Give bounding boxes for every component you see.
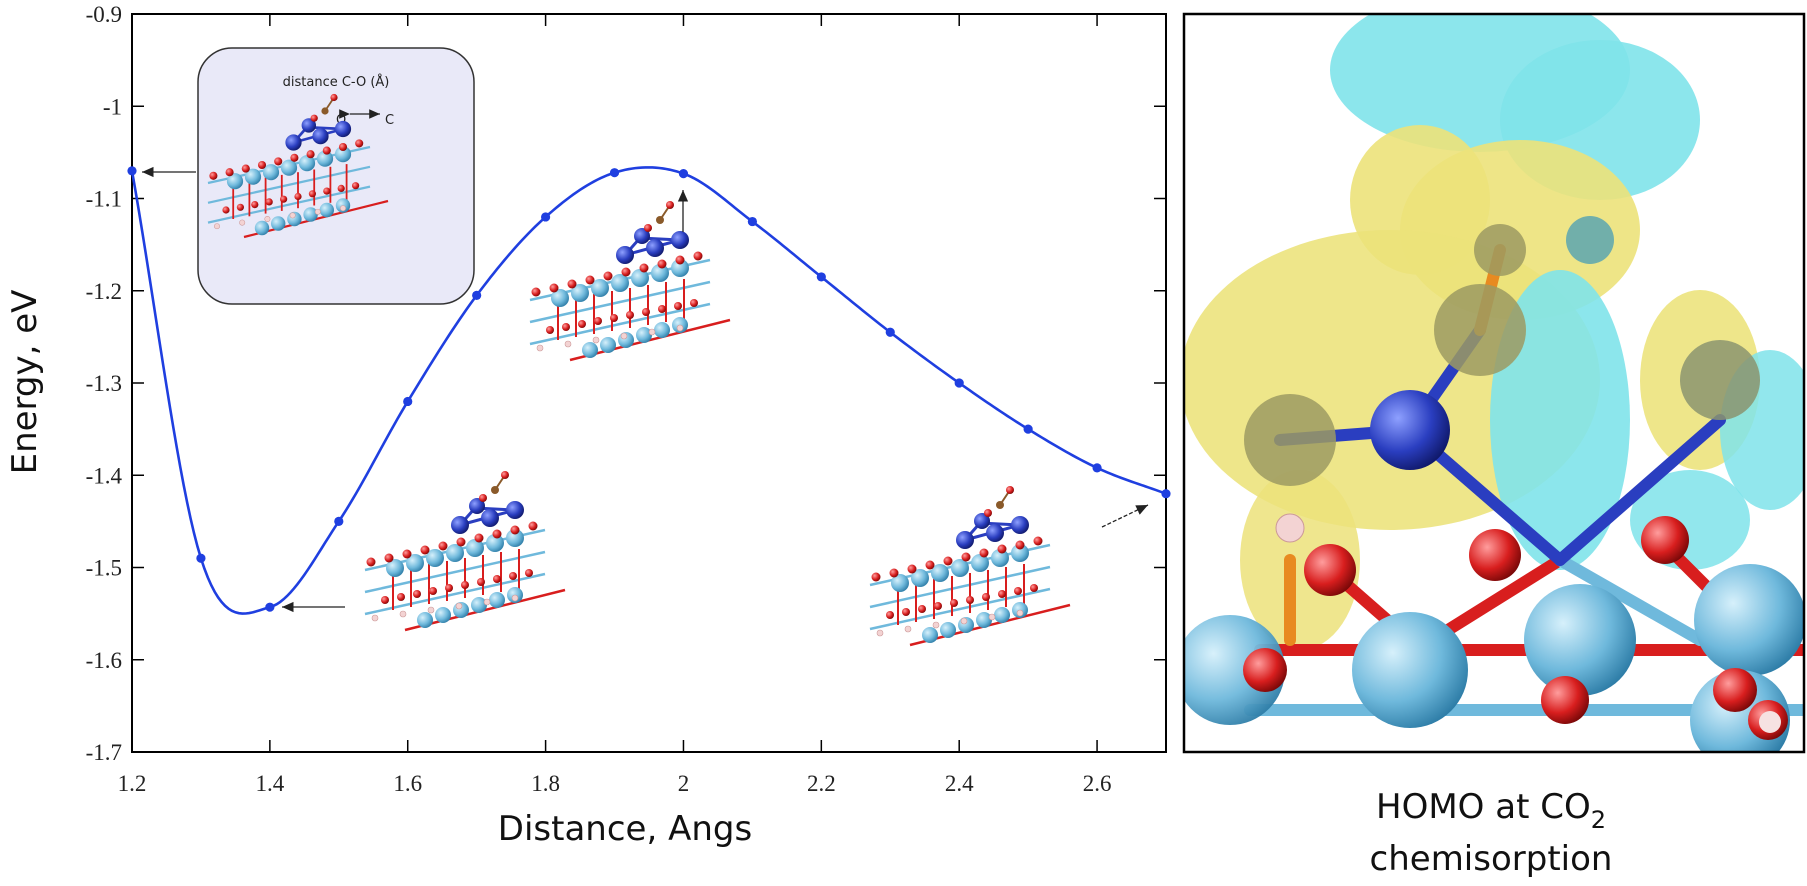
data-point <box>265 602 275 612</box>
y-tick-label: -1 <box>103 94 122 119</box>
data-point <box>1023 424 1033 434</box>
inset-label-c: C <box>385 113 394 128</box>
y-tick-label: -1.5 <box>86 556 122 581</box>
inset-box <box>197 47 475 305</box>
y-tick-label: -0.9 <box>86 2 122 27</box>
x-tick-label: 2.2 <box>807 771 836 796</box>
y-tick-label: -1.3 <box>86 371 122 396</box>
data-point <box>196 553 206 563</box>
x-tick-label: 2 <box>678 771 690 796</box>
series-markers <box>127 166 1171 612</box>
homo-panel-frame <box>1182 12 1806 754</box>
data-point <box>678 168 689 179</box>
structure-final <box>869 486 1071 647</box>
inset-label-o: O <box>336 113 346 128</box>
y-tick-label: -1.1 <box>86 187 122 212</box>
x-axis-title: Distance, Angs <box>498 809 752 849</box>
homo-caption-line1: HOMO at CO2 <box>1376 787 1606 834</box>
y-axis-ticks: -0.9 -1 -1.1 -1.2 -1.3 -1.4 -1.5 -1.6 -1.7 <box>86 2 1166 765</box>
arrow-final <box>1101 504 1149 528</box>
homo-caption-line2: chemisorption <box>1370 839 1613 879</box>
data-point <box>472 290 482 300</box>
x-axis-ticks: 1.2 1.4 1.6 1.8 2 2.2 2.4 2.6 <box>118 14 1112 796</box>
homo-panel: HOMO at CO2 chemisorption <box>1182 12 1806 879</box>
x-tick-label: 1.8 <box>531 771 560 796</box>
inset-title: distance C-O (Å) <box>283 74 390 90</box>
data-point <box>954 378 964 388</box>
data-point <box>1161 489 1171 499</box>
x-tick-label: 2.6 <box>1083 771 1112 796</box>
data-point <box>334 516 344 526</box>
data-point <box>816 272 826 282</box>
structure-transition-state <box>529 201 731 362</box>
y-tick-label: -1.7 <box>86 740 122 765</box>
data-point <box>127 166 137 176</box>
structure-minimum <box>364 471 566 632</box>
x-tick-label: 1.2 <box>118 771 147 796</box>
x-tick-label: 1.4 <box>255 771 284 796</box>
data-point <box>747 216 758 227</box>
structure-inset-initial: distance C-O (Å) O C <box>197 47 475 305</box>
y-tick-label: -1.4 <box>86 463 123 488</box>
y-tick-label: -1.2 <box>86 279 122 304</box>
data-point <box>403 396 413 407</box>
x-tick-label: 2.4 <box>945 771 974 796</box>
series-line <box>130 166 1167 615</box>
y-tick-label: -1.6 <box>86 648 122 673</box>
data-point <box>1092 463 1102 473</box>
data-point <box>609 168 620 178</box>
data-point <box>885 327 895 337</box>
x-tick-label: 1.6 <box>393 771 422 796</box>
data-point <box>541 212 551 222</box>
y-axis-title: Energy, eV <box>5 290 45 475</box>
